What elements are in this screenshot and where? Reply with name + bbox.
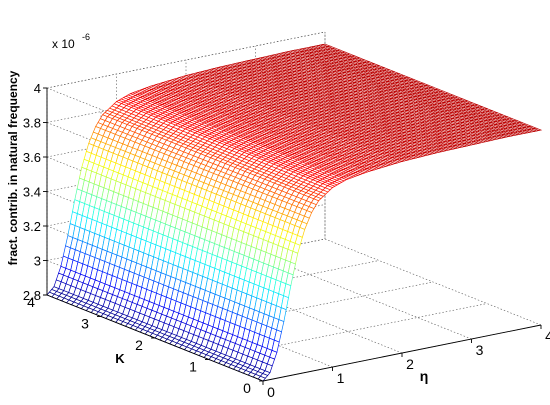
surface-mesh: [46, 43, 543, 382]
